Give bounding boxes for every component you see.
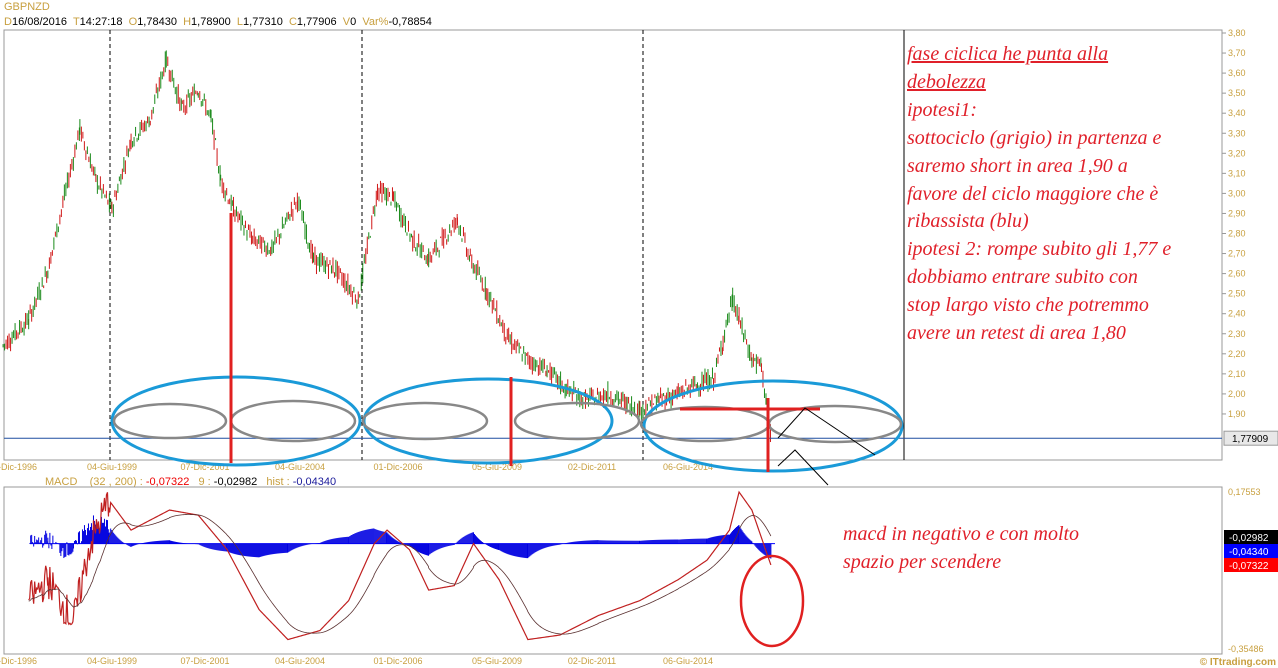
y-tick-label: 3,20 (1228, 148, 1246, 158)
y-tick-label: 2,10 (1228, 369, 1246, 379)
y-tick-label: 2,00 (1228, 389, 1246, 399)
macd-y-tick-label: -0,35486 (1228, 644, 1264, 654)
macd-highlight-circle (739, 554, 805, 648)
macd-readout: MACD (32 , 200) : -0,07322 9 : -0,02982 … (45, 476, 337, 488)
y-tick-label: 3,60 (1228, 68, 1246, 78)
note-line: saremo short in area 1,90 a (907, 154, 1128, 177)
note-line: debolezza (907, 70, 986, 93)
macd-value-label: -0,02982 (1229, 533, 1269, 544)
macd-line (28, 490, 772, 641)
x-tick-label: 04-Giu-1999 (87, 462, 137, 472)
y-tick-label: 1,90 (1228, 409, 1246, 419)
sub-cycle-ellipse (112, 402, 228, 440)
last-price-box (1223, 430, 1278, 446)
sub-cycle-ellipse (229, 399, 357, 443)
macd-y-tick-label: 0,17553 (1228, 487, 1261, 497)
x-tick-label: 02-Dic-2011 (568, 656, 616, 666)
macd-panel-frame (3, 486, 1223, 655)
y-tick-label: 2,40 (1228, 309, 1246, 319)
sub-cycle-ellipse (513, 401, 641, 441)
y-tick-label: 3,50 (1228, 88, 1246, 98)
x-tick-label: 07-Dic-2001 (180, 462, 229, 472)
y-tick-label: 3,00 (1228, 188, 1246, 198)
note-line: dobbiamo entrare subito con (907, 266, 1138, 289)
x-tick-label: -Dic-1996 (0, 656, 37, 666)
y-tick-label: 3,40 (1228, 108, 1246, 118)
last-price-label: 1,77909 (1232, 434, 1269, 445)
symbol-title: GBPNZD (4, 1, 50, 13)
projection-arrow (777, 449, 829, 486)
sub-cycle-ellipse (361, 401, 489, 441)
y-tick-label: 3,70 (1228, 48, 1246, 58)
y-tick-label: 3,10 (1228, 168, 1246, 178)
y-tick-label: 3,30 (1228, 128, 1246, 138)
cycle-dividers (109, 30, 905, 460)
macd-note-line: spazio per scendere (843, 551, 1002, 573)
x-tick-label: -Dic-1996 (0, 462, 37, 472)
brand-watermark: © ITtrading.com (1199, 657, 1276, 668)
x-tick-label: 05-Giu-2009 (472, 462, 522, 472)
projection-arrow (777, 407, 876, 456)
macd-value-label: -0,04340 (1229, 547, 1269, 558)
cycle-annotations (110, 213, 904, 648)
x-tick-label: 01-Dic-2006 (373, 656, 422, 666)
note-line: ribassista (blu) (907, 210, 1029, 233)
y-tick-label: 2,60 (1228, 269, 1246, 279)
major-cycle-ellipse (642, 379, 904, 473)
macd-value-box (1224, 530, 1278, 544)
x-tick-label: 04-Giu-2004 (275, 462, 325, 472)
note-line: sottociclo (grigio) in partenza e (907, 126, 1162, 149)
note-line: ipotesi 2: rompe subito gli 1,77 e (907, 238, 1172, 261)
x-tick-label: 04-Giu-2004 (275, 656, 325, 666)
y-tick-label: 3,80 (1228, 28, 1246, 38)
price-panel-frame (3, 29, 1223, 461)
macd-value-box (1224, 558, 1278, 572)
note-line: favore del ciclo maggiore che è (907, 182, 1159, 205)
macd-signal-line (28, 514, 772, 635)
major-cycle-ellipse (110, 375, 362, 467)
y-tick-label: 2,90 (1228, 208, 1246, 218)
y-tick-label: 2,80 (1228, 229, 1246, 239)
ohlc-readout: D16/08/2016 T14:27:18 O1,78430 H1,78900 … (4, 16, 432, 28)
x-tick-label: 07-Dic-2001 (180, 656, 229, 666)
note-line: stop largo visto che potremmo (907, 294, 1149, 317)
y-tick-label: 2,70 (1228, 249, 1246, 259)
x-tick-label: 04-Giu-1999 (87, 656, 137, 666)
macd-note-line: macd in negativo e con molto (843, 523, 1080, 545)
sub-cycle-ellipse (767, 404, 903, 444)
x-tick-label: 01-Dic-2006 (373, 462, 422, 472)
y-tick-label: 2,50 (1228, 289, 1246, 299)
x-tick-label: 06-Giu-2014 (663, 656, 713, 666)
x-tick-label: 06-Giu-2014 (663, 462, 713, 472)
macd-value-box (1224, 544, 1278, 558)
x-tick-label: 05-Giu-2009 (472, 656, 522, 666)
y-tick-label: 2,30 (1228, 329, 1246, 339)
x-tick-label: 02-Dic-2011 (568, 462, 616, 472)
macd-value-label: -0,07322 (1229, 561, 1269, 572)
sub-cycle-ellipse (639, 405, 771, 443)
note-line: ipotesi1: (907, 98, 977, 121)
y-tick-label: 2,20 (1228, 349, 1246, 359)
note-line: avere un retest di area 1,80 (907, 322, 1126, 344)
note-line: fase ciclica he punta alla (907, 43, 1109, 65)
